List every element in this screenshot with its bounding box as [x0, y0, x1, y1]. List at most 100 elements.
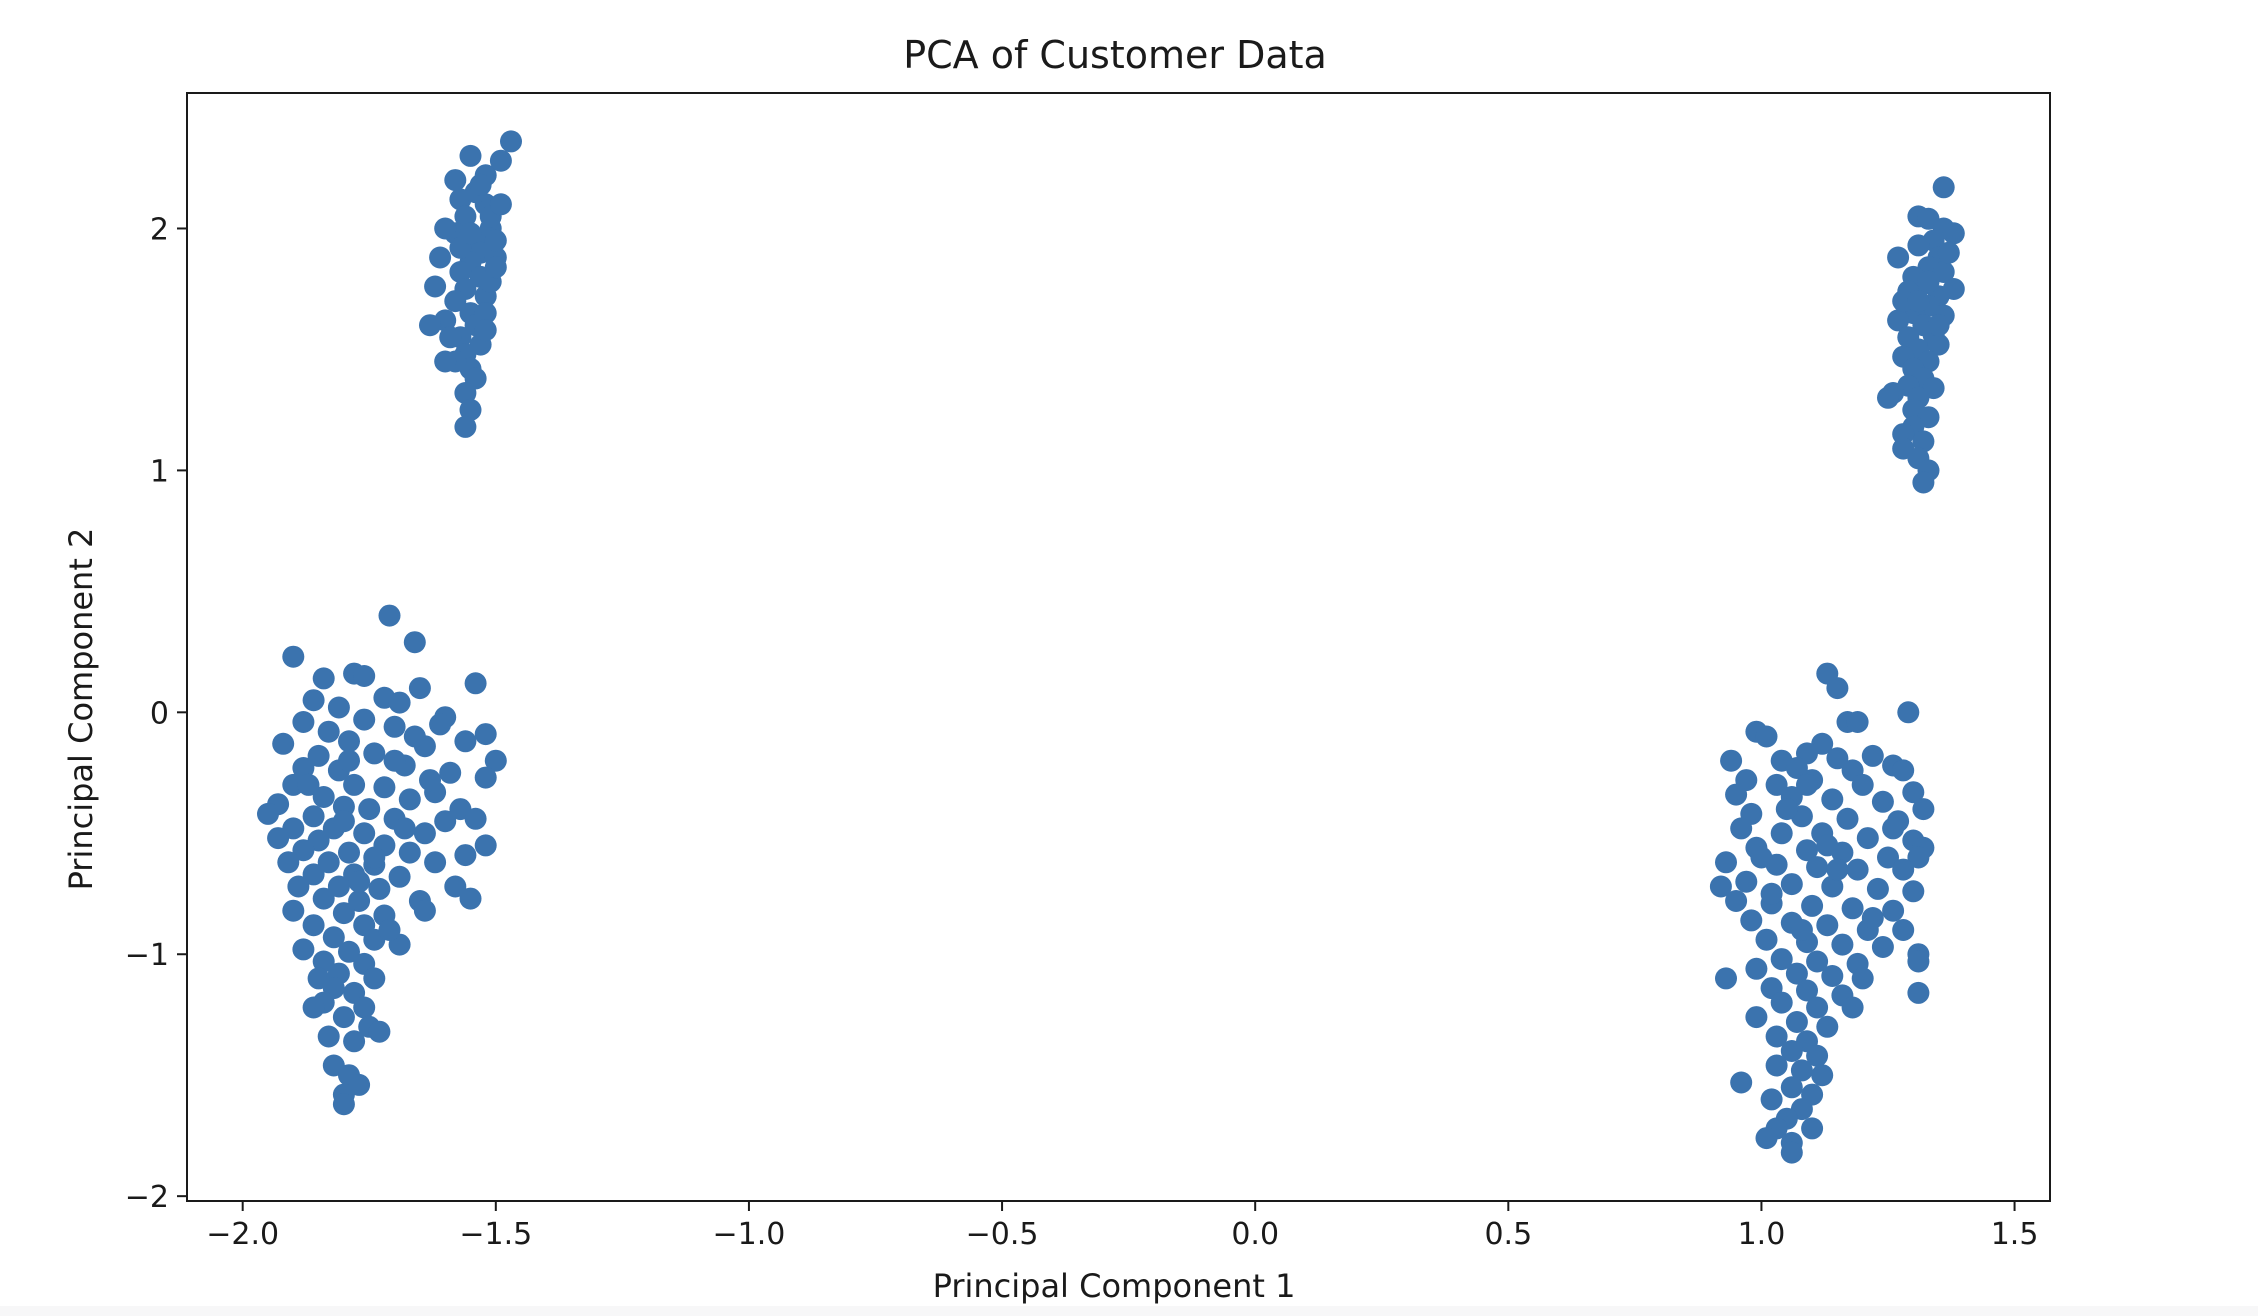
scatter-point	[1851, 773, 1874, 796]
scatter-point	[307, 744, 330, 767]
scatter-point	[1730, 817, 1753, 840]
scatter-point	[317, 1025, 340, 1048]
scatter-point	[1902, 781, 1925, 804]
scatter-point	[1927, 314, 1950, 337]
scatter-point	[454, 382, 477, 404]
scatter-point	[1709, 875, 1732, 898]
scatter-point	[439, 761, 462, 784]
scatter-point	[292, 711, 315, 733]
bottom-strip	[0, 1306, 2258, 1316]
scatter-point	[444, 169, 467, 192]
scatter-point	[1765, 1054, 1788, 1077]
scatter-point	[332, 1093, 355, 1116]
scatter-point	[484, 749, 507, 772]
chart-title: PCA of Customer Data	[903, 33, 1327, 77]
x-tick-label: 1.5	[1991, 1217, 2039, 1252]
scatter-point	[332, 810, 355, 833]
scatter-point	[388, 691, 411, 714]
scatter-point	[459, 887, 482, 910]
scatter-point	[1912, 798, 1935, 821]
scatter-point	[429, 713, 452, 736]
x-tick-label: −2.0	[206, 1217, 279, 1252]
scatter-point	[1760, 882, 1783, 905]
scatter-point	[474, 302, 497, 325]
scatter-point	[424, 851, 447, 874]
scatter-point	[343, 1030, 366, 1053]
scatter-point	[419, 314, 441, 337]
scatter-point	[353, 822, 376, 845]
scatter-point	[383, 715, 406, 738]
scatter-point	[378, 604, 401, 627]
scatter-point	[449, 261, 472, 283]
scatter-point	[413, 899, 436, 922]
x-tick-label: −0.5	[966, 1217, 1039, 1252]
scatter-point	[1715, 967, 1737, 990]
scatter-point	[1892, 290, 1915, 313]
scatter-point	[388, 865, 411, 888]
scatter-point	[1785, 962, 1808, 985]
scatter-point	[1882, 817, 1905, 840]
scatter-point	[1765, 773, 1788, 796]
scatter-point	[434, 810, 457, 833]
scatter-point	[1790, 1059, 1813, 1082]
scatter-point	[1861, 744, 1884, 767]
scatter-point	[267, 827, 290, 850]
scatter-point	[413, 822, 436, 845]
scatter-point	[1892, 858, 1915, 881]
scatter-point	[1780, 1040, 1803, 1062]
scatter-point	[322, 926, 345, 949]
scatter-point	[1811, 1064, 1834, 1087]
scatter-point	[1730, 1071, 1753, 1094]
scatter-point	[1785, 757, 1808, 779]
scatter-point	[292, 938, 315, 961]
scatter-point	[272, 732, 295, 755]
scatter-point	[378, 919, 401, 941]
scatter-point	[1887, 309, 1910, 332]
scatter-point	[454, 205, 477, 228]
x-tick-label: 1.0	[1738, 1217, 1786, 1252]
scatter-point	[1892, 919, 1915, 941]
scatter-point	[302, 996, 325, 1019]
scatter-point	[282, 899, 305, 922]
scatter-point	[292, 757, 315, 779]
scatter-point	[1846, 858, 1869, 881]
scatter-point	[454, 730, 477, 753]
scatter-point	[1780, 1076, 1803, 1099]
scatter-point	[1917, 270, 1940, 293]
scatter-point	[317, 720, 340, 743]
scatter-point	[429, 246, 452, 269]
scatter-point	[398, 841, 421, 864]
scatter-point	[1796, 839, 1818, 862]
scatter-point	[302, 914, 325, 937]
scatter-point	[1745, 957, 1768, 980]
scatter-point	[1907, 234, 1930, 257]
scatter-point	[1750, 846, 1773, 869]
scatter-point	[1877, 386, 1899, 409]
scatter-point	[1735, 870, 1758, 893]
scatter-point	[1902, 880, 1925, 903]
scatter-point	[1826, 747, 1849, 770]
scatter-point	[1755, 1127, 1778, 1150]
scatter-point	[398, 788, 421, 811]
scatter-point	[403, 631, 426, 654]
scatter-point	[1755, 928, 1778, 951]
scatter-point	[464, 672, 487, 695]
scatter-point	[1907, 290, 1930, 313]
scatter-point	[338, 841, 360, 864]
scatter-point	[1770, 822, 1793, 845]
scatter-point	[373, 776, 396, 799]
scatter-point	[1912, 430, 1935, 453]
scatter-point	[1841, 996, 1864, 1019]
scatter-point	[282, 773, 305, 796]
scatter-points	[257, 130, 1965, 1164]
scatter-point	[1780, 1141, 1803, 1164]
y-tick-label: −1	[125, 938, 169, 973]
scatter-point	[282, 645, 305, 668]
scatter-point	[287, 875, 310, 898]
scatter-point	[393, 817, 416, 840]
scatter-point	[1801, 1117, 1824, 1140]
y-tick-label: 0	[150, 696, 169, 731]
x-axis-label: Principal Component 1	[933, 1267, 1296, 1305]
scatter-point	[368, 1020, 391, 1043]
scatter-point	[353, 708, 376, 731]
